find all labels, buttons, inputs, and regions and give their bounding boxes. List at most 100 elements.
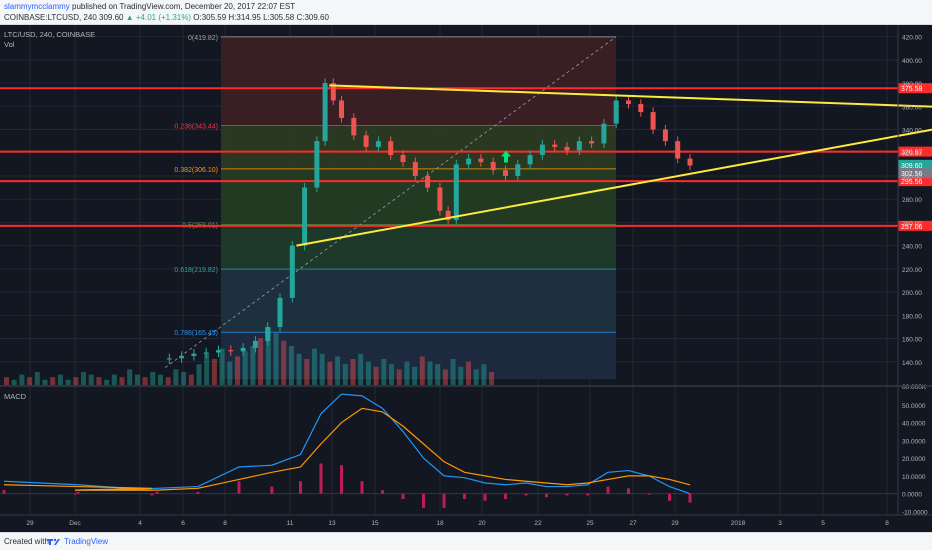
volume-bar <box>150 372 156 385</box>
last-price: 309.60 <box>99 13 124 22</box>
candle-body <box>527 155 533 165</box>
volume-bar <box>373 366 379 385</box>
candle-body <box>552 144 558 147</box>
candle-body <box>400 155 406 163</box>
volume-bar <box>288 346 294 385</box>
fib-zone <box>221 269 616 333</box>
macd-histogram-bar <box>401 493 405 499</box>
candle-body <box>445 210 451 221</box>
macd-axis-tick: 10.0000 <box>902 474 926 481</box>
time-axis-tick: 3 <box>778 520 782 527</box>
volume-bar <box>427 361 433 385</box>
time-axis-tick: 8 <box>885 520 889 527</box>
macd-histogram-bar <box>319 463 323 494</box>
volume-bar <box>42 379 48 385</box>
volume-bar <box>181 372 187 385</box>
volume-bar <box>435 364 441 385</box>
macd-histogram-bar <box>155 491 159 494</box>
volume-bar <box>304 359 310 385</box>
volume-bar <box>73 377 79 385</box>
volume-bar <box>158 374 163 385</box>
volume-bar <box>57 374 63 385</box>
candle-body <box>240 347 246 352</box>
volume-bar <box>319 353 325 385</box>
candle-body <box>687 158 693 166</box>
candle-body <box>252 340 258 348</box>
macd-series-line <box>3 393 691 495</box>
price-axis-tick: 420.00 <box>902 35 922 42</box>
time-axis-tick: 8 <box>223 520 227 527</box>
volume-bar <box>489 372 495 385</box>
volume-bar <box>473 369 479 385</box>
volume-bar <box>273 333 279 385</box>
candle-body <box>601 123 607 144</box>
volume-bar <box>88 374 94 385</box>
volume-bar <box>265 327 271 385</box>
volume-bar <box>242 351 248 385</box>
macd-histogram-bar <box>565 493 569 496</box>
fib-level-label: 0.786(165.45) <box>174 330 218 337</box>
price-axis-tick: 300.00 <box>902 174 922 181</box>
price-axis-tick: 260.00 <box>902 220 922 227</box>
fib-zone <box>221 36 616 126</box>
price-level-tag <box>898 176 932 187</box>
footer-bar: Created with TradingView <box>0 532 932 550</box>
arrow-up-icon <box>501 150 511 163</box>
tradingview-logo-icon <box>47 538 60 545</box>
macd-histogram-bar <box>627 488 630 494</box>
macd-histogram-bar <box>270 486 274 494</box>
fib-level-label: 0.236(343.44) <box>174 124 218 131</box>
volume-bar <box>219 348 225 385</box>
volume-bar <box>173 369 179 385</box>
price-level-tag <box>898 83 932 94</box>
macd-axis-tick: 50.0000 <box>902 403 926 410</box>
volume-bar <box>327 361 333 385</box>
candle-body <box>302 187 308 246</box>
candle-body <box>675 141 681 159</box>
volume-bar <box>458 366 464 385</box>
volume-bar <box>358 353 364 385</box>
candle-body <box>228 350 234 352</box>
volume-bar <box>104 379 110 385</box>
volume-bar <box>196 364 202 385</box>
candle-body <box>490 162 496 171</box>
macd-histogram-bar <box>196 491 200 494</box>
macd-histogram-bar <box>524 493 528 496</box>
volume-bar <box>342 364 348 385</box>
volume-bar <box>389 364 394 385</box>
time-axis-tick: 5 <box>821 520 825 527</box>
candle-body <box>289 245 295 298</box>
candle-body <box>351 117 357 136</box>
price-axis-tick: 360.00 <box>902 104 922 111</box>
price-axis-tick: 280.00 <box>902 197 922 204</box>
macd-histogram-bar <box>463 493 466 499</box>
volume-bar <box>119 377 125 385</box>
created-with-text: Created with <box>4 537 49 546</box>
macd-histogram-bar <box>360 481 364 494</box>
time-axis-tick: 18 <box>436 520 444 527</box>
volume-bar <box>235 356 240 385</box>
tradingview-brand-link[interactable]: TradingView <box>64 537 109 546</box>
price-level-label: 257.06 <box>901 224 923 231</box>
macd-axis-tick: -10.0000 <box>902 509 928 516</box>
macd-histogram-bar <box>237 481 241 494</box>
price-axis-tick: 160.00 <box>902 337 922 344</box>
fib-zone <box>221 168 616 225</box>
volume-bar <box>50 377 56 385</box>
volume-bar <box>350 359 356 385</box>
candle-body <box>539 144 545 156</box>
price-axis-tick: 240.00 <box>902 244 922 251</box>
fib-level-label: 0.382(306.10) <box>174 167 218 174</box>
volume-bar <box>127 369 133 385</box>
macd-histogram <box>2 463 692 508</box>
time-axis-tick: 13 <box>328 520 336 527</box>
price-chart[interactable]: 0(419.82)0.236(343.44)0.382(306.10)0.5(2… <box>0 25 932 532</box>
price-axis-tick: 320.00 <box>902 151 922 158</box>
author-link[interactable]: slammymcclammy <box>4 2 70 11</box>
volume-bar <box>19 374 25 385</box>
volume-bar <box>34 372 40 385</box>
macd-axis-tick: 30.0000 <box>902 438 926 445</box>
volume-bar <box>165 377 171 385</box>
time-axis-tick: 29 <box>26 520 34 527</box>
